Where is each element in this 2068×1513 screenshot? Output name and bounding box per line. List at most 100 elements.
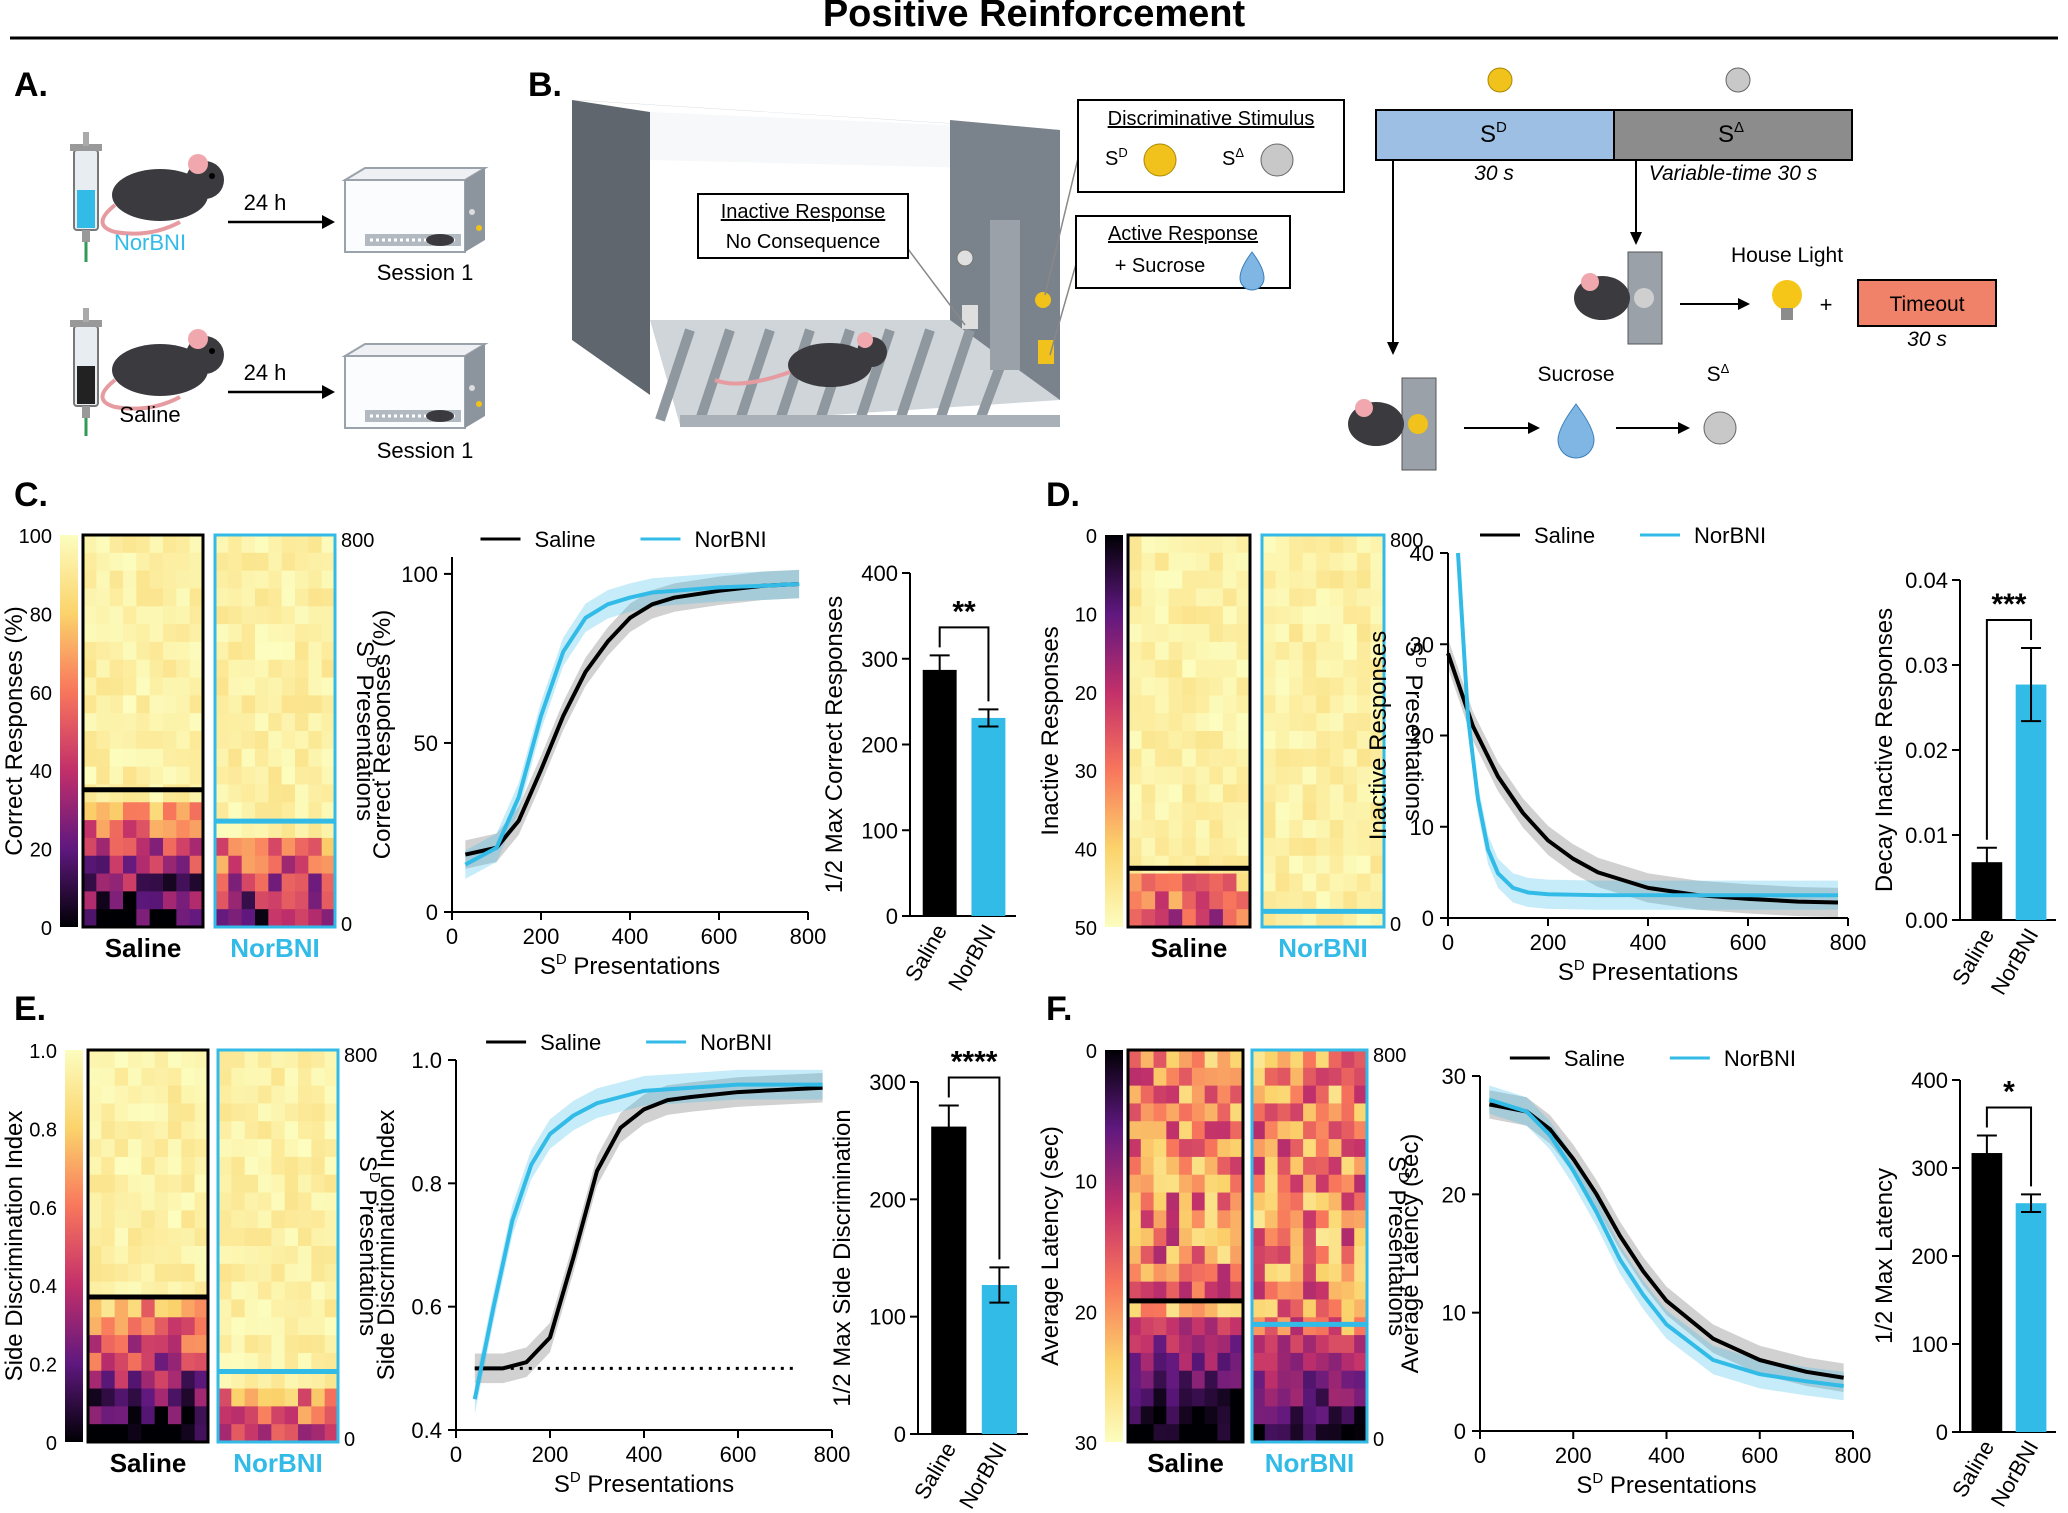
heatmap-cell [1128, 624, 1143, 643]
heatmap-cell [101, 1050, 116, 1069]
heatmap-cell [88, 1246, 102, 1265]
heatmap-cell [1222, 677, 1238, 696]
heatmap-sd-label-s: S [1400, 641, 1427, 657]
heatmap-cell [298, 1263, 312, 1283]
heatmap-cell [1316, 535, 1331, 554]
heatmap-cell [295, 766, 309, 786]
heatmap-cell [1182, 641, 1197, 661]
heatmap-cell [1236, 535, 1251, 554]
heatmap-cell [1316, 891, 1331, 910]
x-tick-label: 800 [1830, 930, 1867, 955]
heatmap-cell [128, 1335, 142, 1354]
heatmap-cell [1262, 837, 1277, 857]
heatmap-cell [231, 1388, 246, 1407]
heatmap-cell [268, 641, 283, 661]
heatmap-cell [163, 731, 177, 750]
heatmap-cell [1140, 1139, 1155, 1158]
heatmap-cell [244, 1067, 259, 1087]
heatmap-cell [1316, 624, 1331, 643]
heatmap-cell [128, 1174, 142, 1194]
heatmap-cell [1328, 1210, 1343, 1229]
heatmap-cell [1182, 552, 1197, 572]
heatmap-cell [1182, 624, 1197, 643]
heatmap-cell [1182, 731, 1197, 750]
heatmap-cell [244, 1085, 259, 1105]
heatmap-sd-label-word: Presentations [354, 1183, 381, 1336]
heatmap-cell [96, 588, 111, 607]
heatmap-cell [96, 695, 111, 714]
heatmap-cell [231, 1050, 246, 1069]
heatmap-cell [1204, 1424, 1219, 1443]
heatmap-cell [308, 677, 323, 696]
heatmap-cell [1128, 1388, 1142, 1407]
saline-label: Saline [119, 402, 180, 427]
x-axis-label-s: S [1576, 1472, 1592, 1499]
x-tick-label: 0 [1474, 1443, 1486, 1468]
heatmap-cell [311, 1299, 326, 1318]
heatmap-cell [83, 570, 97, 590]
heatmap-cell [114, 1299, 129, 1318]
heatmap-cell [88, 1352, 102, 1372]
x-tick-label: 800 [814, 1442, 851, 1467]
heatmap-cell [298, 1388, 312, 1407]
heatmap-cell [1341, 1388, 1355, 1407]
heatmap-cell [311, 1263, 326, 1283]
heatmap-cell [114, 1067, 129, 1087]
norbni-heatmap-border [1250, 1048, 1369, 1444]
heatmap-cell [1217, 1281, 1231, 1301]
heatmap-cell [149, 677, 164, 696]
heatmap-cell [1356, 820, 1372, 839]
heatmap-cell [1303, 1085, 1317, 1105]
heatmap-cell [1230, 1085, 1244, 1105]
heatmap-cell [1236, 731, 1251, 750]
heatmap-cell [1222, 837, 1238, 857]
heatmap-cell [311, 1156, 326, 1176]
legend-label-norbni: NorBNI [1694, 523, 1766, 548]
heatmap-cell [1290, 1085, 1304, 1105]
y-tick-label: 0.03 [1905, 653, 1948, 678]
heatmap-cell [1182, 659, 1197, 679]
heatmap-cell [1141, 695, 1156, 714]
heatmap-cell [308, 570, 323, 590]
norbni-label: NorBNI [114, 230, 186, 255]
heatmap-cell [136, 552, 151, 572]
y-tick-label: 50 [414, 731, 438, 756]
saline-heatmap [1128, 535, 1251, 928]
heatmap-cell [1204, 1335, 1219, 1354]
heatmap-cell [1222, 873, 1238, 892]
heatmap-cell [1302, 731, 1317, 750]
heatmap-cell [1275, 588, 1290, 607]
colorbar-tick: 0 [46, 1433, 57, 1455]
heatmap-cell [109, 855, 124, 875]
heatmap-cell [1277, 1103, 1291, 1122]
heatmap-cell [258, 1335, 272, 1354]
heatmap-cell [258, 1317, 272, 1336]
heatmap-cell [1328, 1388, 1343, 1407]
heatmap-cell [284, 1210, 299, 1229]
heatmap-cell [218, 1317, 232, 1336]
heatmap-cell [1140, 1335, 1155, 1354]
heatmap-cell [324, 1424, 339, 1443]
heatmap-cell [1191, 1192, 1206, 1211]
heatmap-cell [163, 837, 177, 857]
panel-a: NorBNI 24 h Session 1 [70, 132, 489, 463]
heatmap-cell [181, 1317, 196, 1336]
x-tick-label: 400 [612, 924, 649, 949]
heatmap-cell [123, 535, 137, 554]
heatmap-cell [1209, 552, 1224, 572]
heatmap-cell [1252, 1370, 1266, 1390]
heatmap-cell [128, 1246, 142, 1265]
heatmap-cell [1140, 1067, 1155, 1087]
heatmap-cell [241, 837, 256, 857]
heatmap-sd-label-word: Presentations [1400, 668, 1427, 821]
y-tick-label: 0 [1936, 1420, 1948, 1445]
heatmap-cell [1168, 731, 1183, 750]
colorbar-tick: 50 [1075, 918, 1097, 940]
heatmap-cell [168, 1067, 182, 1087]
y-tick-label: 10 [1442, 1301, 1466, 1326]
heatmap-cell [123, 552, 137, 572]
heatmap-cell [298, 1299, 312, 1318]
heatmap-cell [284, 1388, 299, 1407]
heatmap-cell [1204, 1156, 1219, 1176]
heatmap-cell [1289, 535, 1304, 554]
